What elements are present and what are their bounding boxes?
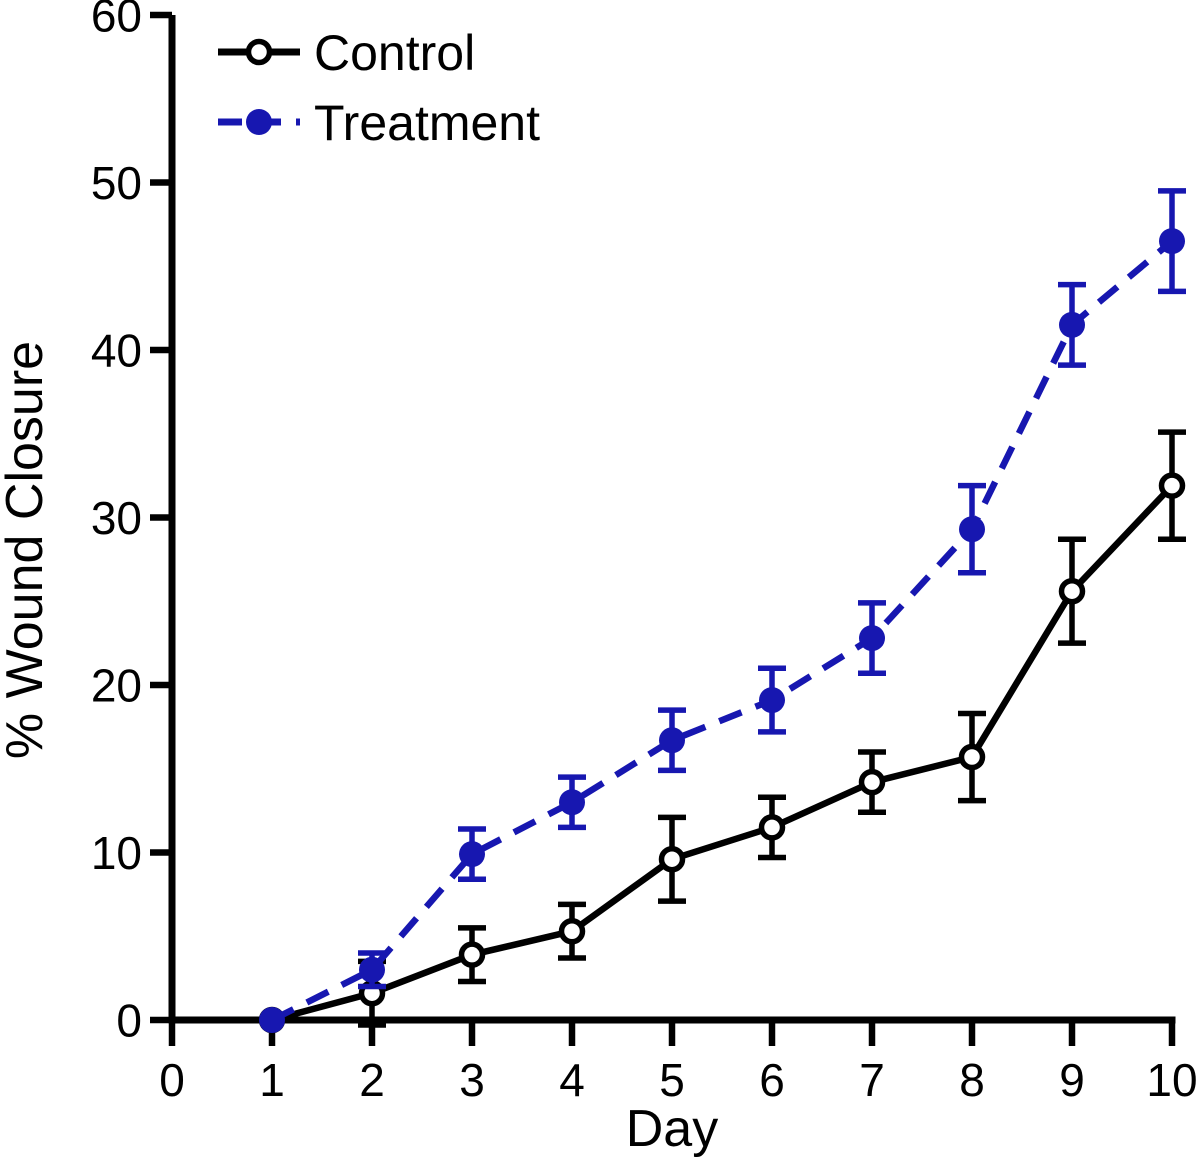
y-tick-label: 30 (91, 492, 142, 544)
x-axis-title: Day (626, 1100, 718, 1158)
y-tick-label: 0 (116, 995, 142, 1047)
x-tick-label: 7 (859, 1054, 885, 1106)
treatment-marker (259, 1007, 285, 1033)
x-tick-label: 10 (1146, 1054, 1197, 1106)
x-tick-label: 0 (159, 1054, 185, 1106)
control-marker (758, 814, 786, 841)
y-tick-label: 10 (91, 827, 142, 879)
control-line (271, 483, 1175, 1024)
control-marker (958, 743, 986, 771)
legend: Control Treatment (218, 25, 540, 151)
control-marker (658, 845, 686, 873)
treatment-marker (1059, 311, 1085, 338)
legend-item-treatment: Treatment (218, 95, 540, 151)
x-tick-label: 9 (1059, 1054, 1085, 1106)
treatment-line (270, 238, 1175, 1023)
control-marker (1058, 577, 1086, 605)
y-axis-title: % Wound Closure (0, 341, 54, 759)
y-tick-label: 50 (91, 157, 142, 209)
treatment-marker (459, 841, 485, 868)
x-tick-label: 3 (459, 1054, 485, 1106)
plot-area: 0 10 20 30 40 50 60 0 1 2 3 4 5 6 7 8 9 10 (91, 0, 1198, 1106)
control-marker (558, 917, 586, 945)
treatment-marker (659, 727, 685, 754)
x-tick-label: 2 (359, 1054, 385, 1106)
x-tick-label: 8 (959, 1054, 985, 1106)
treatment-marker (959, 516, 985, 543)
treatment-marker (559, 789, 585, 816)
treatment-marker (859, 625, 885, 652)
x-tick-label: 6 (759, 1054, 785, 1106)
treatment-marker (1159, 228, 1185, 255)
x-tick-label: 5 (659, 1054, 685, 1106)
x-tick-label: 1 (259, 1054, 285, 1106)
treatment-marker (759, 687, 785, 714)
y-tick-label: 60 (91, 0, 142, 42)
x-tick-label: 4 (559, 1054, 585, 1106)
control-marker (858, 768, 886, 796)
legend-item-control: Control (218, 25, 475, 81)
control-marker (458, 941, 486, 968)
control-open-circle-icon (245, 38, 273, 66)
y-tick-label: 40 (91, 325, 142, 377)
treatment-filled-circle-icon (246, 109, 272, 135)
y-tick-label: 20 (91, 660, 142, 712)
control-marker (1158, 472, 1186, 499)
legend-label-treatment: Treatment (314, 95, 540, 151)
treatment-marker (359, 956, 385, 983)
legend-label-control: Control (314, 25, 475, 81)
